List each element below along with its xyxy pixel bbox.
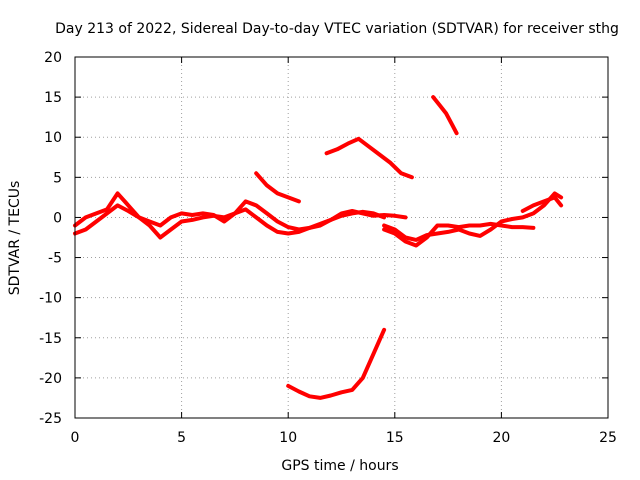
x-axis-label: GPS time / hours bbox=[281, 458, 398, 474]
y-tick-label: 10 bbox=[44, 130, 62, 146]
series-group bbox=[73, 95, 564, 400]
x-tick-label: 5 bbox=[177, 430, 186, 446]
x-tick-label: 10 bbox=[279, 430, 297, 446]
x-tick-label: 15 bbox=[386, 430, 404, 446]
series-trace-2 bbox=[73, 191, 408, 232]
series-trace-3 bbox=[254, 171, 301, 204]
y-tick-label: 20 bbox=[44, 50, 62, 66]
y-axis-label: SDTVAR / TECUs bbox=[7, 181, 23, 296]
series-trace-4 bbox=[324, 136, 414, 180]
x-tick-label: 0 bbox=[71, 430, 80, 446]
y-tick-label: -20 bbox=[39, 371, 62, 387]
plot-frame bbox=[74, 56, 609, 419]
series-trace-1 bbox=[73, 203, 387, 240]
y-tick-label: -25 bbox=[39, 411, 62, 427]
grid bbox=[75, 57, 608, 418]
x-tick-label: 25 bbox=[599, 430, 617, 446]
y-tick-labels: -25 -20 -15 -10 -5 0 5 10 15 20 bbox=[39, 50, 62, 427]
x-tick-label: 20 bbox=[492, 430, 510, 446]
y-tick-label: -15 bbox=[39, 331, 62, 347]
y-tick-label: -5 bbox=[48, 251, 62, 267]
y-tick-label: 5 bbox=[53, 170, 62, 186]
series-trace-7 bbox=[382, 191, 564, 242]
series-trace-5 bbox=[431, 95, 459, 136]
series-trace-8 bbox=[382, 221, 536, 248]
ticks bbox=[74, 56, 609, 419]
y-tick-label: -10 bbox=[39, 291, 62, 307]
series-trace-9 bbox=[520, 195, 564, 213]
chart-title: Day 213 of 2022, Sidereal Day-to-day VTE… bbox=[55, 21, 619, 37]
series-trace-6 bbox=[286, 327, 387, 400]
y-tick-label: 15 bbox=[44, 90, 62, 106]
x-tick-labels: 0 5 10 15 20 25 bbox=[71, 430, 617, 446]
y-tick-label: 0 bbox=[53, 210, 62, 226]
